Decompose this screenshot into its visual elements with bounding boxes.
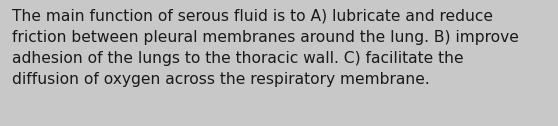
Text: The main function of serous fluid is to A) lubricate and reduce
friction between: The main function of serous fluid is to …: [12, 9, 519, 87]
